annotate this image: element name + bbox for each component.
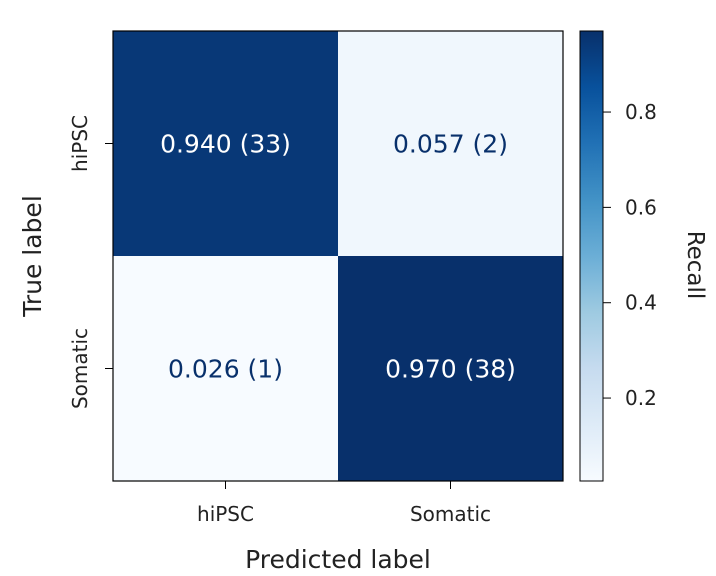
heatmap-cell-0-1: [338, 31, 563, 256]
y-tick-label-1: Somatic: [68, 328, 92, 409]
colorbar-gradient: [579, 30, 604, 482]
cell-value-label-1-0: 0.026 (1): [168, 355, 283, 384]
heatmap-cell-labels: 0.940 (33) 0.057 (2) 0.026 (1) 0.970 (38): [160, 130, 516, 384]
heatmap-cell-1-0: [113, 256, 338, 481]
cell-value-label-1-1: 0.970 (38): [385, 355, 516, 384]
heatmap-cells: [113, 31, 563, 481]
y-axis-label: True label: [18, 195, 47, 318]
cell-value-label-0-0: 0.940 (33): [160, 130, 291, 159]
x-tick-label-0: hiPSC: [197, 502, 254, 526]
y-tick-label-0: hiPSC: [68, 115, 92, 172]
colorbar-tick-label-1: 0.4: [625, 291, 657, 315]
colorbar-tick-label-3: 0.8: [625, 100, 657, 124]
heatmap-cell-0-0: [113, 31, 338, 256]
colorbar-tick-label-2: 0.6: [625, 195, 657, 219]
colorbar-label: Recall: [682, 231, 708, 300]
x-axis-label: Predicted label: [245, 545, 431, 574]
colorbar-tick-label-0: 0.2: [625, 386, 657, 410]
x-axis-ticks: hiPSC Somatic: [197, 481, 491, 526]
heatmap-cell-1-1: [338, 256, 563, 481]
colorbar: 0.2 0.4 0.6 0.8 Recall: [579, 30, 708, 482]
cell-value-label-0-1: 0.057 (2): [393, 130, 508, 159]
colorbar-ticks: 0.2 0.4 0.6 0.8: [603, 100, 657, 410]
y-axis-ticks: hiPSC Somatic: [68, 115, 113, 409]
plot-frame: [112, 30, 564, 482]
x-tick-label-1: Somatic: [410, 502, 491, 526]
